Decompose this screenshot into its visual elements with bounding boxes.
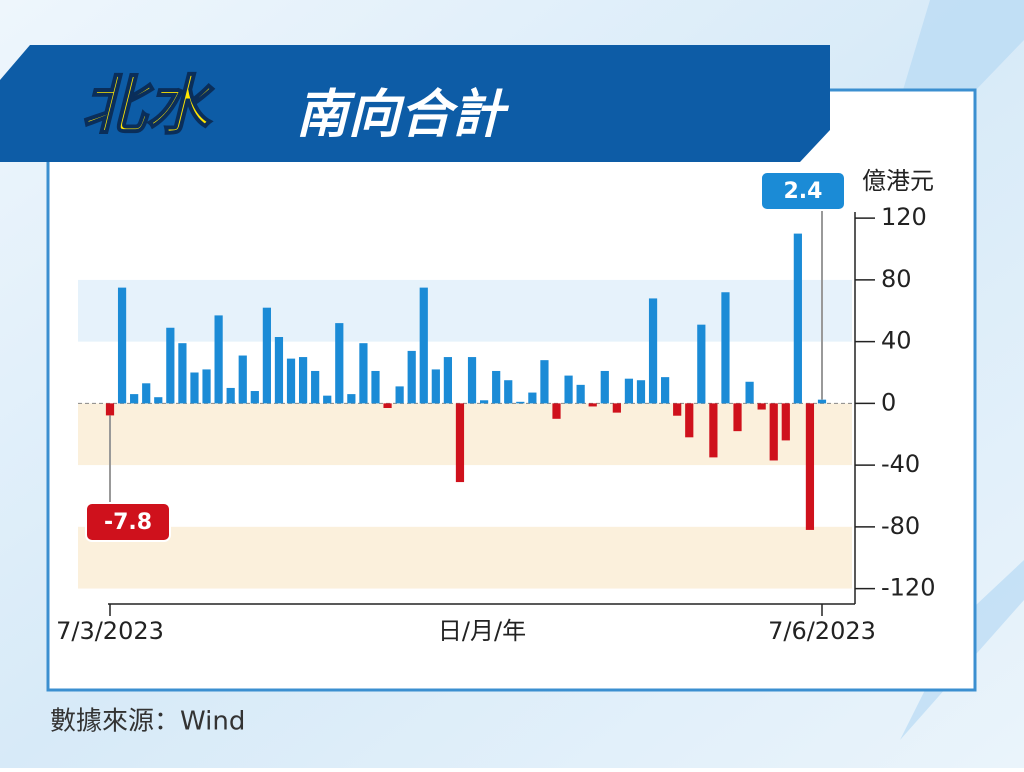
bar: [166, 327, 175, 404]
bar: [769, 403, 778, 461]
bar: [178, 343, 187, 404]
bar: [564, 375, 573, 404]
bar: [709, 403, 718, 458]
plot: 120 80 40 0 -40 -80 -120 7/3/2023 7/6/2023 -7.8 2.…: [56, 171, 935, 645]
bar: [745, 381, 754, 404]
bar: [588, 403, 597, 407]
bar: [721, 292, 730, 404]
bar: [467, 357, 477, 404]
y-tick-label: 80: [881, 265, 912, 293]
y-tick-label: -120: [881, 574, 935, 602]
bar: [226, 387, 235, 404]
bar: [359, 343, 368, 404]
title: 南向合計: [296, 85, 510, 145]
bar: [455, 403, 465, 483]
bar: [636, 380, 646, 404]
x-tick-label: 7/3/2023: [56, 617, 164, 645]
bar: [805, 403, 815, 530]
bar: [757, 403, 766, 410]
bar: [733, 403, 742, 432]
bar: [274, 337, 284, 404]
bar: [419, 287, 428, 404]
bar: [552, 403, 561, 419]
bar: [154, 397, 163, 404]
callout-label: 2.4: [784, 179, 823, 204]
bar: [673, 403, 682, 416]
y-tick-label: -40: [881, 450, 920, 478]
bar: [323, 395, 332, 404]
bar: [817, 399, 827, 404]
bar: [142, 383, 151, 404]
callout-label: -7.8: [104, 510, 152, 535]
bar: [528, 392, 537, 404]
bar: [697, 324, 706, 404]
title-banner: [0, 45, 830, 162]
bar: [540, 360, 549, 404]
bar: [492, 370, 501, 404]
bar: [516, 401, 525, 404]
bar: [624, 378, 634, 404]
bar: [117, 287, 127, 404]
bar: [600, 370, 609, 404]
bar: [298, 357, 308, 404]
x-axis-label: 日/月/年: [438, 617, 526, 645]
callout-box: [85, 502, 171, 542]
bar: [347, 394, 356, 404]
bar: [105, 403, 115, 416]
bar: [504, 380, 513, 404]
bar: [576, 384, 585, 404]
bar: [202, 369, 211, 404]
y-tick-label: 0: [881, 388, 896, 416]
band: [78, 526, 852, 589]
title-highlight: 北水: [82, 70, 214, 144]
bar: [443, 357, 453, 404]
y-tick-label: -80: [881, 512, 920, 540]
bar: [612, 403, 621, 413]
bar: [685, 403, 694, 438]
bar: [793, 233, 802, 404]
bar: [214, 315, 223, 404]
bar: [335, 323, 344, 404]
bar: [431, 369, 440, 404]
bar: [238, 355, 247, 404]
bar: [661, 377, 670, 404]
y-tick-label: 40: [881, 327, 912, 355]
source: 數據來源：Wind: [50, 707, 245, 737]
band: [78, 403, 852, 466]
bar: [250, 391, 259, 404]
bar: [286, 358, 296, 404]
callout-box: [760, 171, 846, 211]
bar: [479, 400, 489, 404]
x-tick-label: 7/6/2023: [768, 617, 876, 645]
bar: [407, 350, 416, 404]
bar: [311, 370, 320, 404]
bar: [648, 298, 658, 404]
bar: [383, 403, 392, 408]
bar: [371, 370, 380, 404]
bar: [781, 403, 790, 441]
y-axis-label: 億港元: [862, 167, 934, 195]
y-tick-label: 120: [881, 203, 927, 231]
band: [78, 279, 852, 342]
bar: [395, 386, 404, 404]
bar: [190, 372, 199, 404]
bar: [130, 394, 139, 404]
bar: [262, 307, 271, 404]
